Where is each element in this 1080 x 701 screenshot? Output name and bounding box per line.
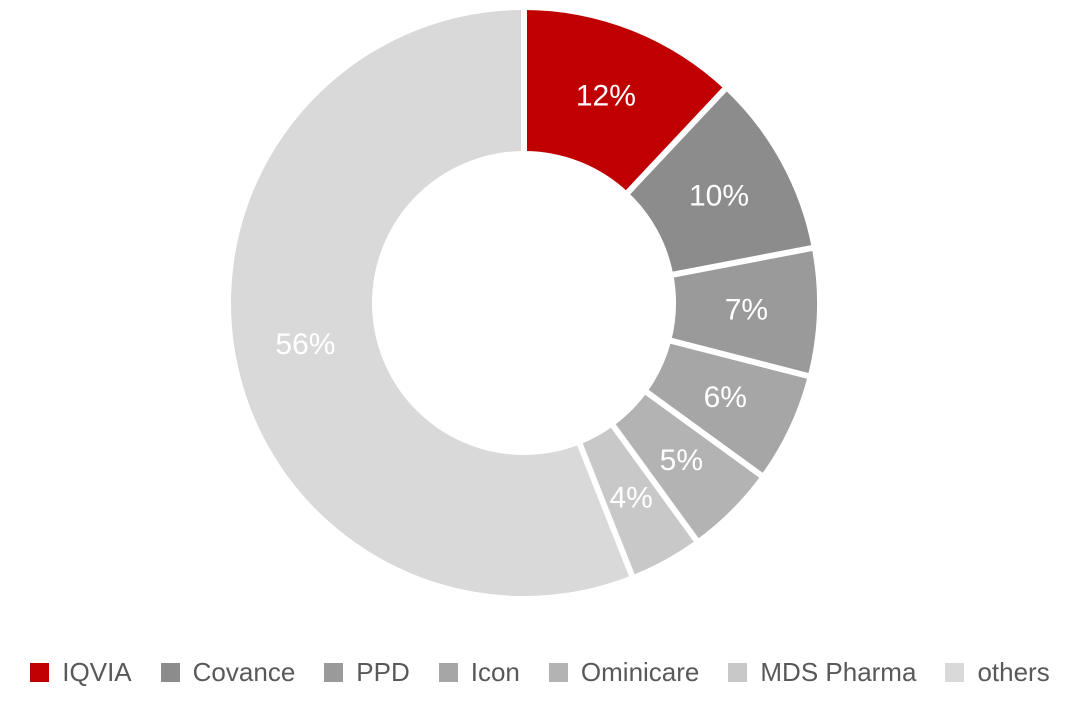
- donut-slice-iqvia: [524, 10, 725, 193]
- slice-separator: [670, 244, 815, 278]
- legend-swatch-ppd: [324, 662, 344, 682]
- donut-slice-ppd: [671, 248, 817, 376]
- donut-slice-icon: [646, 340, 808, 476]
- legend-item-covance: Covance: [160, 657, 296, 687]
- donut-chart: 12% 10% 7% 6%5%4% 56%: [230, 8, 817, 597]
- legend-label-others: others: [977, 657, 1050, 687]
- slice-separator: [609, 422, 700, 544]
- legend-item-icon: Icon: [438, 657, 520, 687]
- legend-label-mds-pharma: MDS Pharma: [760, 657, 917, 687]
- legend-label-covance: Covance: [192, 657, 296, 687]
- legend-swatch-mds-pharma: [728, 662, 748, 682]
- slice-label-ppd: 7%: [725, 293, 768, 326]
- legend-label-icon: Icon: [470, 657, 520, 687]
- legend-label-iqvia: IQVIA: [62, 657, 132, 687]
- legend-label-ppd: PPD: [356, 657, 410, 687]
- legend-swatch-iqvia: [30, 662, 50, 682]
- donut-slice-covance: [628, 89, 812, 275]
- slice-label-covance: 10%: [689, 179, 749, 212]
- slice-label-mds-pharma: 4%: [610, 481, 653, 514]
- donut-slice-mds-pharma: [579, 425, 697, 576]
- legend-swatch-covance: [160, 662, 180, 682]
- slice-separator: [576, 441, 636, 579]
- slice-label-others: 56%: [275, 328, 335, 361]
- slice-label-iqvia: 12%: [576, 80, 636, 113]
- legend-swatch-icon: [438, 662, 458, 682]
- legend-item-mds-pharma: MDS Pharma: [728, 659, 916, 685]
- legend-swatch-others: [945, 662, 965, 682]
- legend-label-ominicare: Ominicare: [580, 657, 700, 687]
- legend-swatch-ominicare: [548, 662, 568, 682]
- legend-item-ppd: PPD: [324, 657, 410, 687]
- slice-label-icon: 6%: [704, 381, 747, 414]
- legend-item-iqvia: IQVIA: [30, 657, 132, 687]
- donut-slice-ominicare: [613, 392, 762, 541]
- legend-item-others: others: [945, 657, 1050, 687]
- slice-separator: [643, 388, 765, 479]
- slice-separator: [668, 337, 811, 380]
- slice-separator: [624, 85, 729, 196]
- donut-slice-others: [230, 10, 632, 597]
- slice-label-ominicare: 5%: [660, 444, 703, 477]
- legend-item-ominicare: Ominicare: [548, 657, 700, 687]
- chart-legend: IQVIA Covance PPD Icon Ominicare MDS Pharma ot…: [0, 643, 1080, 701]
